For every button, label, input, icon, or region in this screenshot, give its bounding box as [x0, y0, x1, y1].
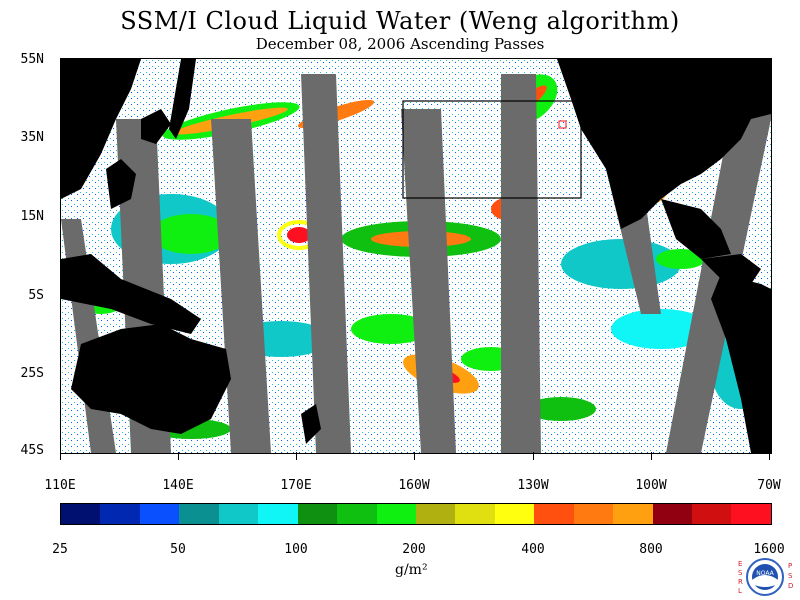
scale-label: 200 — [402, 542, 426, 557]
noaa-logo: NOAA E S R L P S D — [738, 558, 793, 596]
color-scale-segment — [179, 504, 219, 524]
esrl-letter: L — [738, 587, 742, 595]
tick — [296, 452, 297, 460]
cloud-water-map — [61, 59, 771, 453]
esrl-letter: S — [738, 569, 743, 577]
units-label: g/m² — [395, 562, 428, 578]
scale-label: 1600 — [753, 542, 785, 557]
color-scale-bar — [60, 503, 772, 525]
chart-title: SSM/I Cloud Liquid Water (Weng algorithm… — [120, 7, 680, 35]
color-scale-segment — [139, 504, 180, 524]
chart-subtitle: December 08, 2006 Ascending Passes — [255, 35, 545, 53]
land-masses — [61, 59, 771, 453]
color-scale-segment — [652, 504, 692, 524]
lon-label-100w: 100W — [635, 478, 667, 493]
scale-label: 400 — [521, 542, 545, 557]
color-scale-segment — [415, 504, 456, 524]
color-scale-segment — [61, 504, 101, 524]
lon-label-70w: 70W — [757, 478, 781, 493]
tick — [533, 452, 534, 460]
lat-label-5s: 5S — [28, 288, 44, 303]
color-scale-segment — [692, 504, 732, 524]
lon-label-160w: 160W — [398, 478, 430, 493]
psd-letter: P — [788, 562, 792, 570]
lat-label-35n: 35N — [20, 130, 44, 145]
lat-label-45s: 45S — [20, 443, 44, 458]
color-scale-segment — [455, 504, 495, 524]
scale-label: 100 — [284, 542, 308, 557]
tick — [178, 452, 179, 460]
lon-label-130w: 130W — [517, 478, 549, 493]
esrl-letter: E — [738, 560, 742, 568]
psd-letter: S — [788, 572, 793, 580]
color-scale-segment — [376, 504, 416, 524]
color-scale-segment — [258, 504, 298, 524]
scale-label: 800 — [639, 542, 663, 557]
tick — [651, 452, 652, 460]
color-scale-segment — [100, 504, 140, 524]
lon-label-110e: 110E — [44, 478, 76, 493]
lon-label-140e: 140E — [162, 478, 194, 493]
color-scale-segment — [494, 504, 535, 524]
color-scale-segment — [534, 504, 574, 524]
lat-label-55n: 55N — [20, 52, 44, 67]
tick — [60, 452, 61, 460]
tick — [769, 452, 770, 460]
color-scale-segment — [613, 504, 653, 524]
scale-label: 50 — [170, 542, 186, 557]
lat-label-25s: 25S — [20, 366, 44, 381]
station-marker — [558, 120, 567, 129]
map-panel — [60, 58, 772, 454]
noaa-logo-text: NOAA — [756, 570, 774, 577]
color-scale-segment — [218, 504, 259, 524]
lon-label-170e: 170E — [280, 478, 312, 493]
region-box — [402, 100, 582, 199]
tick — [414, 452, 415, 460]
esrl-letter: R — [738, 578, 743, 586]
scale-label: 25 — [52, 542, 68, 557]
color-scale-segment — [297, 504, 338, 524]
color-scale-segment — [573, 504, 614, 524]
color-scale-segment — [731, 504, 771, 524]
psd-letter: D — [788, 582, 793, 590]
color-scale-segment — [337, 504, 377, 524]
lat-label-15n: 15N — [20, 209, 44, 224]
